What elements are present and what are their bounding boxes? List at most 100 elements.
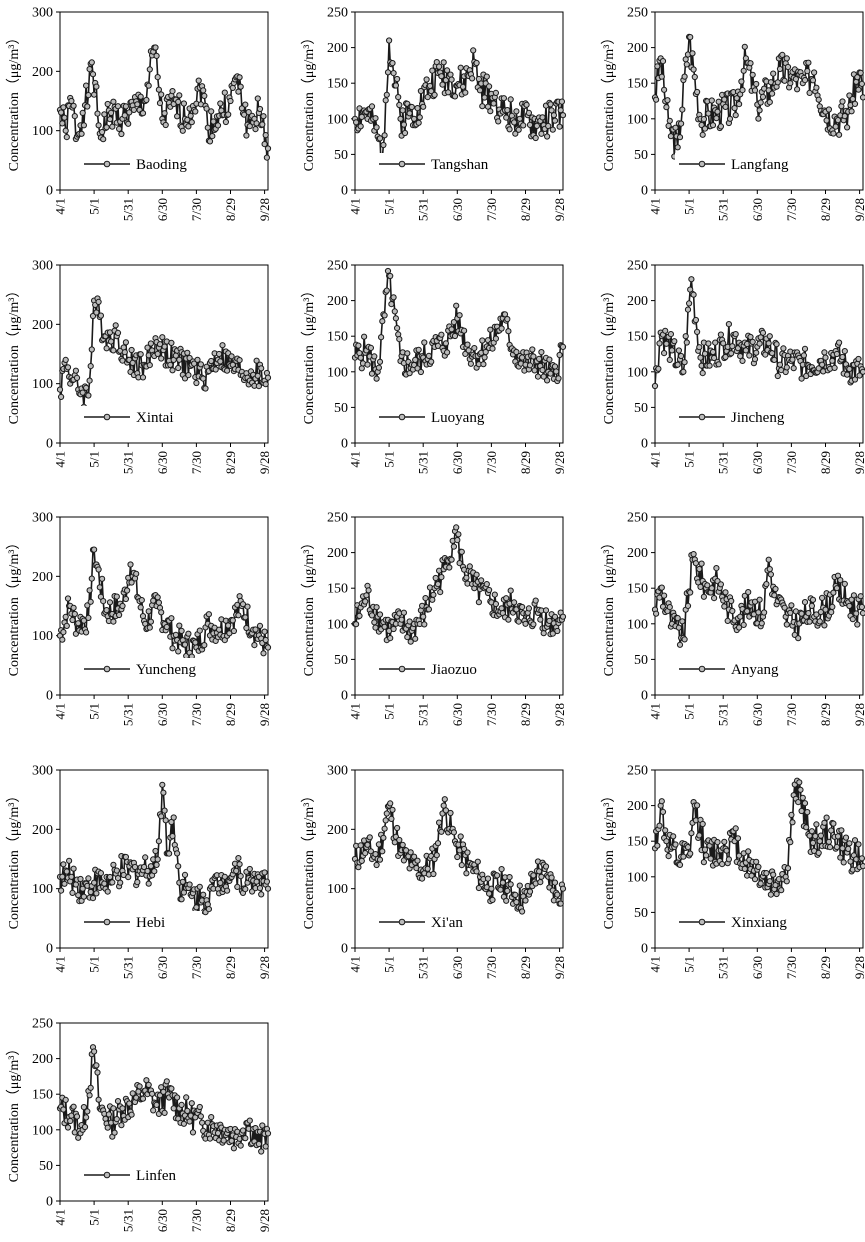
x-tick-label: 8/29 [223,451,238,474]
data-point [415,119,422,126]
x-tick-label: 8/29 [818,956,833,979]
data-point [459,83,467,90]
data-point [503,114,510,121]
data-point [94,1069,101,1076]
data-point [670,833,677,840]
data-point [396,101,403,109]
data-point [193,904,200,911]
data-point [744,608,751,615]
y-tick-label: 150 [627,835,648,850]
data-point [513,899,520,906]
data-point [59,636,66,643]
data-point [423,76,430,83]
data-point [713,115,720,122]
data-point [381,132,388,139]
data-point [756,107,763,114]
data-point [371,619,378,626]
data-point [659,58,667,65]
data-point [687,850,694,857]
data-point [358,857,365,865]
data-point [205,611,212,618]
data-point [773,341,780,348]
data-point [504,316,511,323]
data-point [454,853,461,861]
data-point [407,638,414,645]
legend-box [375,658,497,680]
y-axis-label: Concentration（μg/m³） [6,1042,22,1183]
data-point [104,100,111,108]
data-point [87,363,94,370]
data-point [256,105,264,113]
data-point [214,122,222,129]
data-point [708,97,715,104]
x-tick-label: 9/28 [552,703,567,726]
data-point [759,329,767,336]
plot-frame [59,264,269,444]
legend-label: Anyang [731,662,779,678]
data-point [421,339,428,346]
y-tick-label: 50 [634,148,648,163]
data-point [798,375,805,382]
x-tick-label: 4/1 [648,451,663,468]
data-point [722,353,729,361]
data-point [155,838,162,845]
y-tick-label: 200 [32,823,53,838]
data-point [386,37,393,44]
data-point [829,357,836,364]
data-point [806,618,813,625]
data-point [152,44,159,51]
data-point [204,124,211,131]
data-point [489,345,496,352]
data-point [440,802,447,809]
data-point [747,60,754,67]
x-tick-label: 6/30 [450,198,465,221]
y-tick-label: 200 [32,1052,53,1067]
data-point [523,101,530,108]
data-point [110,1105,117,1112]
data-point [408,103,415,111]
data-point [106,873,114,881]
y-tick-label: 250 [627,259,648,274]
x-tick-label: 9/28 [852,956,865,979]
data-point [203,105,210,112]
data-point [741,592,748,599]
data-point [537,879,544,886]
data-point [242,886,249,893]
data-point [390,625,397,633]
data-point [859,863,865,870]
data-point [84,602,91,609]
data-point [757,880,764,887]
data-point [434,840,442,847]
data-point [559,343,567,350]
data-point [259,121,266,128]
data-point [765,340,772,347]
x-tick-label: 6/30 [155,451,170,474]
data-point [71,113,78,120]
y-tick-label: 100 [627,870,648,885]
data-point [556,123,563,130]
data-point [507,587,514,594]
data-point [225,111,232,118]
data-point [542,863,550,870]
data-point [816,618,823,625]
data-point [246,123,253,130]
data-point [540,630,547,637]
data-point [458,862,465,869]
data-point [368,612,376,619]
data-point [367,344,374,351]
chart-panel-jincheng: 0 50 100 150 200 250 4/1 5/1 5/31 6/30 7/30 8/29 9/2… [601,259,865,474]
y-axis-label: Concentration（μg/m³） [6,31,22,172]
data-point [821,622,828,629]
data-point [63,622,70,630]
data-point [59,120,66,127]
data-point [696,565,703,573]
data-point [441,796,448,803]
x-tick-label: 4/1 [348,451,363,468]
y-axis-label: Concentration（μg/m³） [601,789,617,930]
data-point [666,356,673,363]
data-point [396,836,403,844]
data-point [446,564,453,571]
data-point [533,122,541,130]
data-point [128,346,135,354]
data-point [556,351,563,359]
